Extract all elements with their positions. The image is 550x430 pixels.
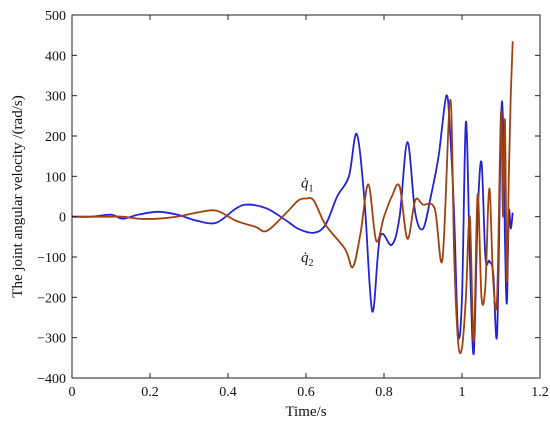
x-axis-title: Time/s	[285, 404, 326, 420]
annotation-q1: q̇1	[301, 175, 314, 194]
y-tick-label: 300	[45, 90, 66, 105]
y-tick-label: −300	[37, 332, 66, 347]
x-tick-label: 0.6	[297, 385, 315, 400]
annotation-q2-symbol: q̇	[301, 250, 309, 266]
y-axis-title: The joint angular velocity /(rad/s)	[10, 95, 26, 297]
annotation-q1-symbol: q̇	[301, 175, 309, 191]
x-tick-label: 0.4	[219, 385, 237, 400]
y-tick-label: 0	[59, 211, 66, 226]
y-tick-label: −200	[37, 291, 66, 306]
series-line-1	[71, 94, 514, 355]
annotation-layer: q̇1q̇2	[301, 175, 314, 269]
x-tick-label: 0.8	[375, 385, 393, 400]
plot-background	[72, 15, 540, 378]
y-tick-label: 400	[45, 49, 66, 64]
series-layer	[71, 41, 514, 355]
y-tick-label: 200	[45, 130, 66, 145]
annotation-q2: q̇2	[301, 250, 314, 269]
annotation-q1-subscript: 1	[309, 183, 314, 194]
x-tick-label: 1	[459, 385, 466, 400]
axes-layer: 0 0.2 0.4 0.6 0.8 1 1.2 −400 −300 −200 −100 0 100 200…	[37, 9, 549, 400]
x-tick-label: 0	[69, 385, 76, 400]
y-tick-label: −400	[37, 372, 66, 387]
y-tick-label: 500	[45, 9, 66, 24]
x-tick-label: 1.2	[531, 385, 549, 400]
annotation-q2-subscript: 2	[309, 258, 314, 269]
x-tick-label: 0.2	[141, 385, 159, 400]
y-tick-label: 100	[45, 170, 66, 185]
series-line-2	[72, 41, 514, 355]
plot-area	[72, 15, 540, 378]
y-tick-label: −100	[37, 251, 66, 266]
